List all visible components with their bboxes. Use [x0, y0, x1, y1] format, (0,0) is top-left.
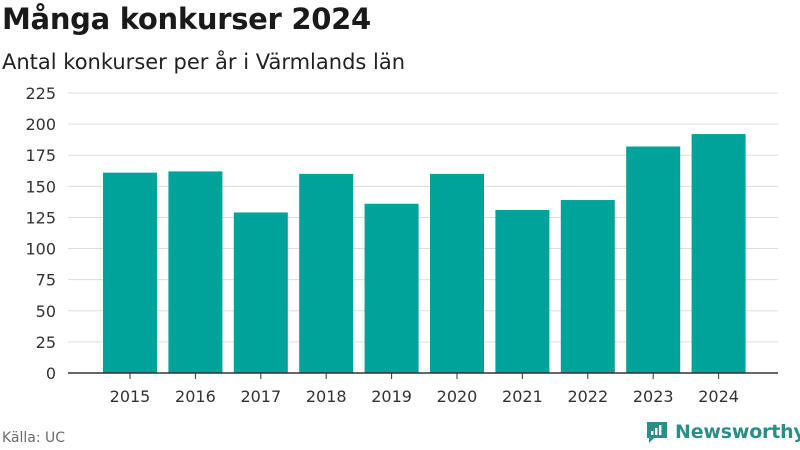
x-tick-label: 2021 — [502, 387, 543, 406]
y-tick-label: 125 — [25, 208, 56, 227]
x-tick-label: 2024 — [698, 387, 739, 406]
y-tick-label: 100 — [25, 240, 56, 259]
x-tick-label: 2015 — [110, 387, 151, 406]
y-tick-label: 50 — [36, 302, 56, 321]
bar — [495, 209, 550, 373]
bar — [299, 173, 354, 373]
x-tick-label: 2022 — [567, 387, 608, 406]
chart-subtitle: Antal konkurser per år i Värmlands län — [2, 50, 406, 74]
x-tick-label: 2019 — [371, 387, 412, 406]
bar — [691, 134, 746, 373]
y-tick-label: 225 — [25, 84, 56, 103]
bar — [626, 146, 681, 373]
chart-title: Många konkurser 2024 — [2, 2, 371, 36]
x-tick-label: 2018 — [306, 387, 347, 406]
y-tick-label: 25 — [36, 333, 56, 352]
bar — [233, 212, 288, 373]
source-note: Källa: UC — [2, 430, 66, 446]
y-tick-label: 175 — [25, 146, 56, 165]
newsworthy-logo-icon — [647, 422, 667, 443]
bar — [168, 171, 223, 373]
bar — [560, 200, 615, 373]
y-tick-label: 75 — [36, 271, 56, 290]
x-tick-label: 2017 — [240, 387, 281, 406]
bar — [364, 203, 419, 373]
x-tick-label: 2016 — [175, 387, 216, 406]
brand-name: Newsworthy — [675, 421, 800, 443]
bar — [103, 172, 157, 373]
y-tick-label: 150 — [25, 177, 56, 196]
x-tick-label: 2020 — [437, 387, 478, 406]
bar — [430, 173, 484, 373]
y-tick-label: 0 — [46, 364, 56, 383]
y-tick-label: 200 — [25, 115, 56, 134]
brand-logo: Newsworthy — [645, 420, 800, 444]
x-tick-label: 2023 — [633, 387, 674, 406]
